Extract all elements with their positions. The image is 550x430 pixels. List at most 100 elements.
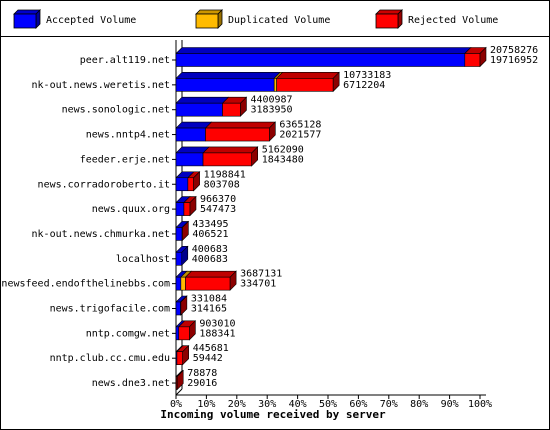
accepted-label: 803708 [204,179,240,190]
bar-side-face [193,171,200,192]
x-tick-label: 70% [380,399,398,410]
total-label: 966370 [200,194,236,205]
x-tick-label: 90% [441,399,459,410]
bar-segment [175,301,181,316]
total-label: 400683 [192,244,228,255]
bar-segment [178,326,190,341]
accepted-label: 59442 [193,353,223,364]
bar-top-face [175,72,281,79]
accepted-label: 6712204 [343,80,385,91]
bar-segment [273,78,277,92]
y-tick-label: news.corradoroberto.it [38,179,170,190]
accepted-label: 2021577 [279,130,321,141]
bar-segment [175,152,204,167]
y-tick-label: news.dne3.net [92,378,170,389]
bar-segment [175,326,180,341]
axis-depth [175,388,183,396]
bar-segment [175,252,183,266]
y-tick-label: nntp.comgw.net [86,328,170,339]
x-tick-label: 10% [197,399,215,410]
bar-segment [185,276,231,291]
legend-swatch [375,13,399,29]
y-tick-label: news.trigofacile.com [50,304,170,315]
y-tick-label: news.nntp4.net [86,130,170,141]
total-label: 1198841 [204,169,246,180]
bar-side-face [479,46,487,68]
bar-side-face [180,295,188,316]
bar-side-face [182,220,189,242]
total-label: 5162090 [262,144,304,155]
legend-label: Rejected Volume [408,15,498,26]
total-label: 3687131 [240,269,282,280]
bar-segment [175,78,275,92]
total-label: 433495 [192,219,228,230]
bar-side-face [229,270,237,291]
legend-swatch [195,13,219,29]
accepted-label: 314165 [191,304,227,315]
accepted-label: 188341 [199,328,235,339]
bar-segment [464,53,481,67]
bar-top-face [184,270,237,278]
bar-segment [202,152,252,167]
bar-segment [175,177,189,192]
x-tick-label: 20% [228,399,246,410]
bar-side-face [182,344,189,366]
total-label: 331084 [191,294,227,305]
bar-segment [276,78,334,92]
accepted-label: 547473 [200,204,236,215]
bar-segment [175,127,206,142]
accepted-label: 19716952 [490,55,538,66]
x-axis-title: Incoming volume received by server [160,408,386,421]
bar-segment [176,351,183,366]
x-tick-label: 60% [349,399,367,410]
y-tick-label: localhost [116,254,170,265]
bar-segment [175,276,182,291]
bar-segment [183,202,191,216]
total-label: 6365128 [279,120,321,131]
accepted-label: 3183950 [250,105,292,116]
y-tick-label: newsfeed.endofthelinebbs.com [1,279,170,290]
total-label: 10733183 [343,70,391,81]
accepted-label: 334701 [240,279,276,290]
bar-side-face [240,96,247,117]
total-label: 20758276 [490,45,538,56]
bar-top-face [202,146,259,154]
bar-top-face [275,72,340,79]
bar-side-face [332,71,340,93]
accepted-label: 1843480 [262,154,304,165]
bar-side-face [189,195,197,217]
y-tick-label: feeder.erje.net [80,154,170,165]
y-tick-label: peer.alt119.net [80,55,170,66]
legend-label: Duplicated Volume [228,15,330,26]
total-label: 445681 [193,343,229,354]
bar-side-face [251,146,258,167]
accepted-label: 406521 [192,229,228,240]
bar-segment [205,127,270,142]
accepted-label: 400683 [192,254,228,265]
x-tick-label: 50% [319,399,337,410]
x-tick-label: 80% [410,399,428,410]
total-label: 78878 [187,368,217,379]
bar-segment [187,177,194,192]
bar-segment [175,53,466,67]
y-tick-label: news.quux.org [92,204,170,215]
bar-top-face [175,96,230,104]
y-tick-label: nk-out.news.chmurka.net [32,229,170,240]
y-tick-label: nk-out.news.weretis.net [32,80,170,91]
bar-side-face [269,121,276,142]
x-tick-label: 0% [170,399,182,410]
x-tick-label: 40% [289,399,307,410]
total-label: 903010 [199,318,235,329]
y-tick-label: news.sonologic.net [62,105,170,116]
bar-segment [175,227,183,241]
bar-top-face [175,47,472,54]
bar-segment [180,276,186,291]
accepted-label: 29016 [187,378,217,389]
bar-segment [222,102,241,117]
x-tick-label: 100% [468,399,492,410]
x-tick-label: 30% [258,399,276,410]
bar-side-face [176,369,184,391]
bar-side-face [189,320,196,341]
